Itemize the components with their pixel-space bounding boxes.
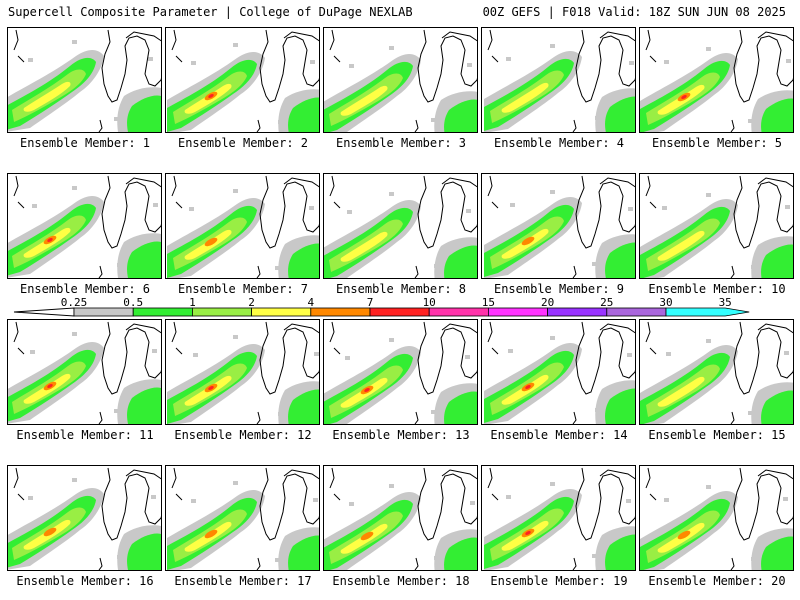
colorbar-level-label: 30 xyxy=(659,296,672,309)
colorbar-segment xyxy=(251,307,312,317)
ensemble-member-label: Ensemble Member: 8 xyxy=(335,282,467,296)
colorbar-segment xyxy=(132,307,193,317)
ensemble-member-map xyxy=(481,27,636,133)
ensemble-member-label: Ensemble Member: 11 xyxy=(16,428,154,442)
ensemble-member-label: Ensemble Member: 17 xyxy=(174,574,312,588)
colorbar-level-label: 10 xyxy=(423,296,436,309)
ensemble-member-label: Ensemble Member: 4 xyxy=(493,136,625,150)
ensemble-member-map xyxy=(323,465,478,571)
ensemble-member-map xyxy=(481,319,636,425)
ensemble-member-label: Ensemble Member: 3 xyxy=(335,136,467,150)
ensemble-member-label: Ensemble Member: 5 xyxy=(651,136,783,150)
ensemble-member-map xyxy=(639,27,794,133)
ensemble-member-map xyxy=(639,319,794,425)
ensemble-member-map xyxy=(323,173,478,279)
ensemble-member-map xyxy=(481,465,636,571)
ensemble-member-map xyxy=(7,465,162,571)
colorbar-level-label: 15 xyxy=(482,296,495,309)
ensemble-member-map xyxy=(639,173,794,279)
ensemble-member-label: Ensemble Member: 6 xyxy=(19,282,151,296)
ensemble-member-label: Ensemble Member: 10 xyxy=(648,282,786,296)
colorbar: 0.25 0.5 1 2 4 7 10 15 20 25 30 35 xyxy=(13,296,750,317)
ensemble-member-label: Ensemble Member: 14 xyxy=(490,428,628,442)
colorbar-segment xyxy=(191,307,252,317)
ensemble-member-label: Ensemble Member: 9 xyxy=(493,282,625,296)
ensemble-member-label: Ensemble Member: 7 xyxy=(177,282,309,296)
colorbar-level-label: 35 xyxy=(719,296,732,309)
ensemble-member-label: Ensemble Member: 15 xyxy=(648,428,786,442)
colorbar-segment xyxy=(428,307,489,317)
ensemble-member-label: Ensemble Member: 18 xyxy=(332,574,470,588)
ensemble-member-label: Ensemble Member: 2 xyxy=(177,136,309,150)
colorbar-level-label: 2 xyxy=(248,296,255,309)
colorbar-level-label: 0.25 xyxy=(61,296,88,309)
ensemble-member-map xyxy=(165,173,320,279)
colorbar-level-label: 1 xyxy=(189,296,196,309)
colorbar-level-label: 25 xyxy=(600,296,613,309)
ensemble-member-map xyxy=(481,173,636,279)
colorbar-level-label: 20 xyxy=(541,296,554,309)
colorbar-level-label: 0.5 xyxy=(123,296,143,309)
ensemble-member-map xyxy=(323,319,478,425)
ensemble-member-label: Ensemble Member: 20 xyxy=(648,574,786,588)
ensemble-member-map xyxy=(7,319,162,425)
ensemble-member-label: Ensemble Member: 12 xyxy=(174,428,312,442)
colorbar-segment xyxy=(369,307,430,317)
run-valid-time: 00Z GEFS | F018 Valid: 18Z SUN JUN 08 20… xyxy=(482,5,786,19)
colorbar-segment xyxy=(310,307,371,317)
colorbar-segment xyxy=(73,307,134,317)
ensemble-member-map xyxy=(165,465,320,571)
ensemble-member-map xyxy=(7,27,162,133)
ensemble-member-label: Ensemble Member: 13 xyxy=(332,428,470,442)
colorbar-level-label: 7 xyxy=(367,296,374,309)
ensemble-member-label: Ensemble Member: 19 xyxy=(490,574,628,588)
colorbar-segment xyxy=(547,307,608,317)
ensemble-member-map xyxy=(323,27,478,133)
colorbar-left-arrow xyxy=(13,307,75,317)
colorbar-level-label: 4 xyxy=(307,296,314,309)
colorbar-segment xyxy=(665,307,750,317)
chart-title: Supercell Composite Parameter | College … xyxy=(8,5,413,19)
ensemble-member-label: Ensemble Member: 16 xyxy=(16,574,154,588)
ensemble-member-map xyxy=(7,173,162,279)
ensemble-member-map xyxy=(165,27,320,133)
ensemble-member-map xyxy=(639,465,794,571)
ensemble-member-label: Ensemble Member: 1 xyxy=(19,136,151,150)
colorbar-segment xyxy=(487,307,548,317)
ensemble-member-map xyxy=(165,319,320,425)
colorbar-segment xyxy=(606,307,667,317)
